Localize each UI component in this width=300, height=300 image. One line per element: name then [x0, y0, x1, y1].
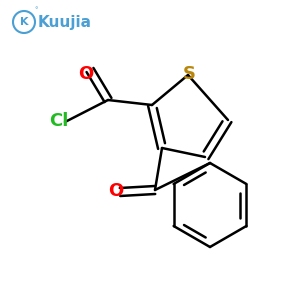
Text: K: K — [20, 17, 28, 27]
Text: O: O — [108, 182, 124, 200]
Text: O: O — [78, 65, 94, 83]
Text: °: ° — [34, 7, 38, 13]
Text: Kuujia: Kuujia — [38, 14, 92, 29]
Text: S: S — [182, 65, 196, 83]
Text: Cl: Cl — [49, 112, 69, 130]
